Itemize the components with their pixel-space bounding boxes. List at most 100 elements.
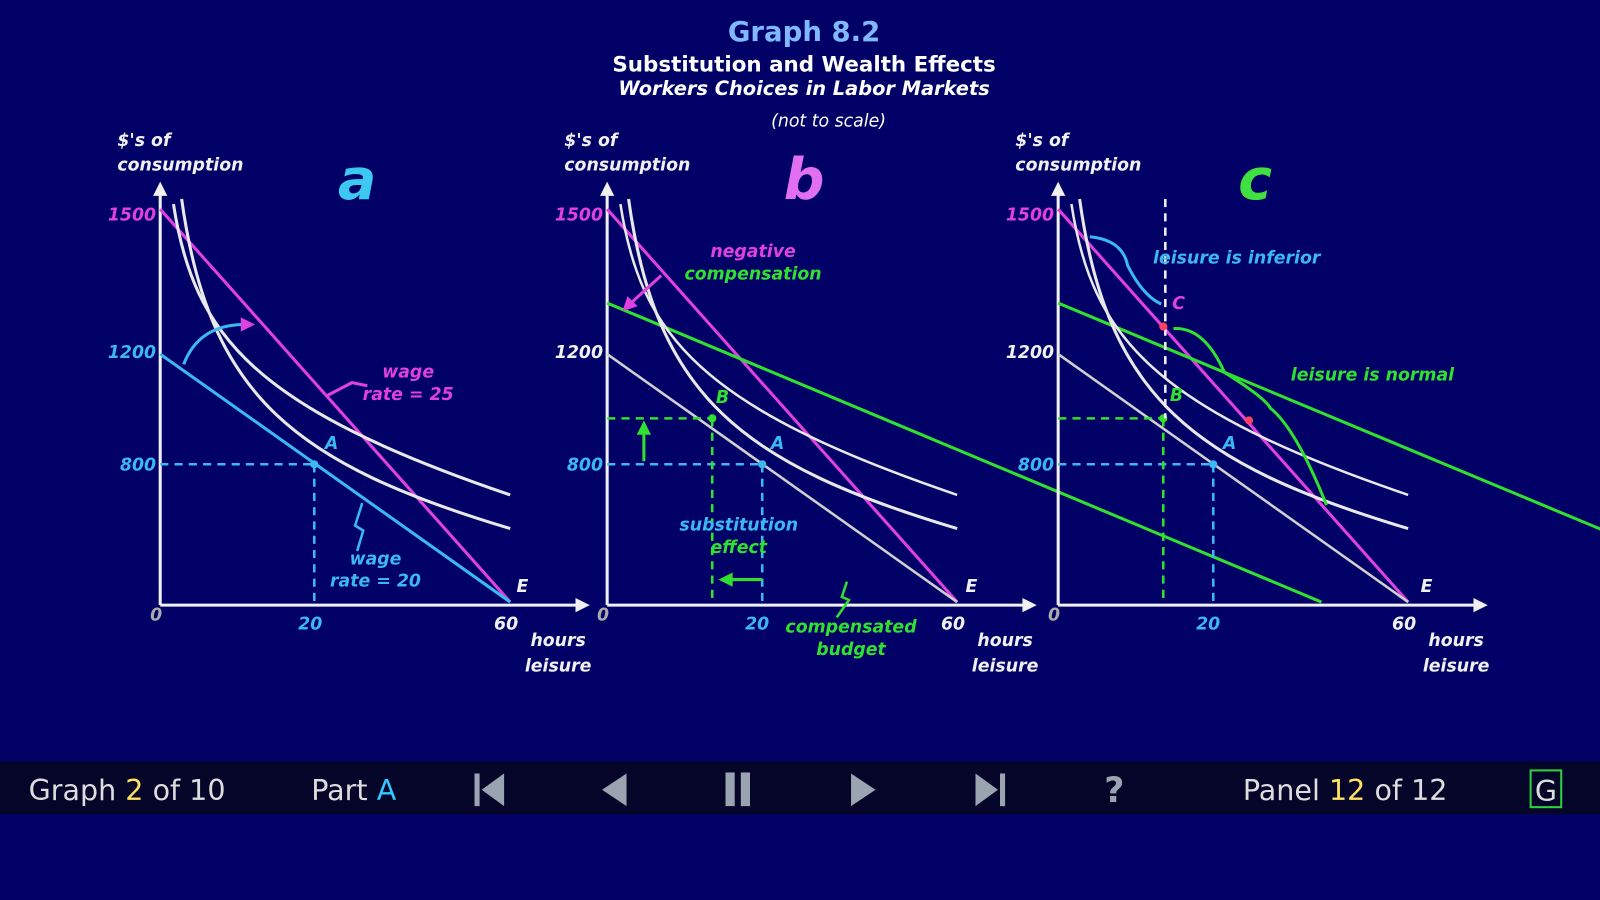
point-label: E xyxy=(1421,577,1433,597)
graph-label: Graph xyxy=(29,773,117,807)
x-axis-label: leisure xyxy=(972,656,1039,676)
x-tick-label: 0 xyxy=(1048,605,1060,625)
prev-button[interactable] xyxy=(602,773,627,807)
annotation: leisure is inferior xyxy=(1153,248,1322,268)
compensated-budget xyxy=(606,301,1323,604)
point-label: E xyxy=(517,577,529,597)
note: (not to scale) xyxy=(771,112,886,132)
x-axis-label: hours xyxy=(1428,631,1483,651)
pause-button[interactable] xyxy=(725,772,750,807)
y-tick-label: 1500 xyxy=(555,205,603,225)
point-dot xyxy=(310,460,319,469)
arrow-head xyxy=(1051,181,1066,196)
subtitle: Substitution and Wealth Effects xyxy=(612,52,995,77)
panel-letter: a xyxy=(338,147,377,213)
subtitle2: Workers Choices in Labor Markets xyxy=(618,77,989,100)
y-tick-label: 1200 xyxy=(555,343,603,363)
point-label: C xyxy=(1172,294,1185,314)
panel-label: Panel xyxy=(1243,773,1320,807)
y-tick-label: 1200 xyxy=(1006,343,1054,363)
point-label: E xyxy=(966,577,978,597)
budget-line xyxy=(606,353,958,604)
panel-counter: Panel 12 of 12 xyxy=(1243,773,1448,807)
play-button[interactable] xyxy=(851,773,876,807)
indifference-curve xyxy=(627,198,958,531)
budget-line xyxy=(1057,353,1409,604)
indifference-curve xyxy=(180,198,511,531)
annotation: budget xyxy=(816,640,886,660)
x-axis-label: hours xyxy=(530,631,585,651)
pointer xyxy=(835,581,851,619)
indifference-curve xyxy=(1070,203,1409,497)
arrow-head xyxy=(636,420,652,435)
y-axis-label: consumption xyxy=(117,155,243,175)
graph-total: of 10 xyxy=(153,773,226,807)
y-axis-label: $'s of xyxy=(1015,131,1071,151)
part[interactable]: Part A xyxy=(311,773,396,807)
arrow-head xyxy=(575,597,590,613)
annotation: rate = 20 xyxy=(330,572,421,592)
panel-total: of 12 xyxy=(1374,773,1447,807)
budget-line xyxy=(159,208,512,604)
arrow-head xyxy=(1473,597,1488,613)
x-tick-label: 20 xyxy=(298,615,322,635)
x-axis-label: leisure xyxy=(525,656,592,676)
brace xyxy=(1173,327,1328,506)
indifference-curve xyxy=(619,203,958,497)
x-tick-label: 60 xyxy=(1392,615,1416,635)
point-label: B xyxy=(716,388,729,408)
x-tick-label: 20 xyxy=(745,615,769,635)
pointer xyxy=(626,274,663,308)
y-axis-label: $'s of xyxy=(117,131,173,151)
panels: $'s of consumption hours leisure 1500 1200 800… xyxy=(108,131,1600,676)
graph-number: 2 xyxy=(125,773,143,807)
y-tick-label: 1200 xyxy=(108,343,156,363)
glossary-button[interactable]: G xyxy=(1535,774,1557,808)
arrow-head xyxy=(600,181,615,196)
y-tick-label: 800 xyxy=(567,455,603,475)
annotation: rate = 25 xyxy=(363,385,454,405)
arrow-head xyxy=(622,296,638,312)
point-dot xyxy=(1159,322,1168,331)
x-tick-label: 60 xyxy=(494,615,518,635)
last-button[interactable] xyxy=(975,773,1006,807)
point-dot xyxy=(1209,460,1218,469)
annotation: negative xyxy=(710,242,796,262)
budget-line xyxy=(606,208,959,604)
annotation: substitution xyxy=(679,516,798,536)
y-axis-label: consumption xyxy=(564,155,690,175)
arrow-head xyxy=(153,181,168,196)
y-tick-label: 1500 xyxy=(1006,205,1054,225)
y-tick-label: 1500 xyxy=(108,205,156,225)
point-dot xyxy=(1244,416,1254,425)
point-dot xyxy=(758,460,767,469)
controls xyxy=(474,772,1006,807)
y-axis-label: consumption xyxy=(1015,155,1141,175)
point-label: A xyxy=(1221,434,1236,454)
nav-bar xyxy=(0,761,1600,815)
pointer xyxy=(325,381,368,398)
indifference-curve xyxy=(171,203,511,497)
budget-line xyxy=(159,352,512,604)
arrow-head xyxy=(1022,597,1037,613)
glossary-box xyxy=(1529,769,1563,809)
part-value: A xyxy=(377,773,397,807)
pointer xyxy=(353,502,365,552)
annotation: effect xyxy=(711,538,768,558)
title: Graph 8.2 xyxy=(728,16,881,48)
help-button[interactable]: ? xyxy=(1104,771,1124,811)
shift-arrow xyxy=(182,322,245,365)
point-dot xyxy=(708,414,717,423)
arrow-head xyxy=(240,317,256,332)
x-tick-label: 60 xyxy=(941,615,965,635)
arrow-head xyxy=(718,572,733,587)
annotation: compensation xyxy=(684,265,821,285)
first-button[interactable] xyxy=(474,773,505,807)
x-tick-label: 0 xyxy=(597,605,609,625)
part-label: Part xyxy=(311,773,367,807)
point-label: A xyxy=(323,434,338,454)
panel-number: 12 xyxy=(1329,773,1365,807)
panel-letter: c xyxy=(1238,147,1272,213)
